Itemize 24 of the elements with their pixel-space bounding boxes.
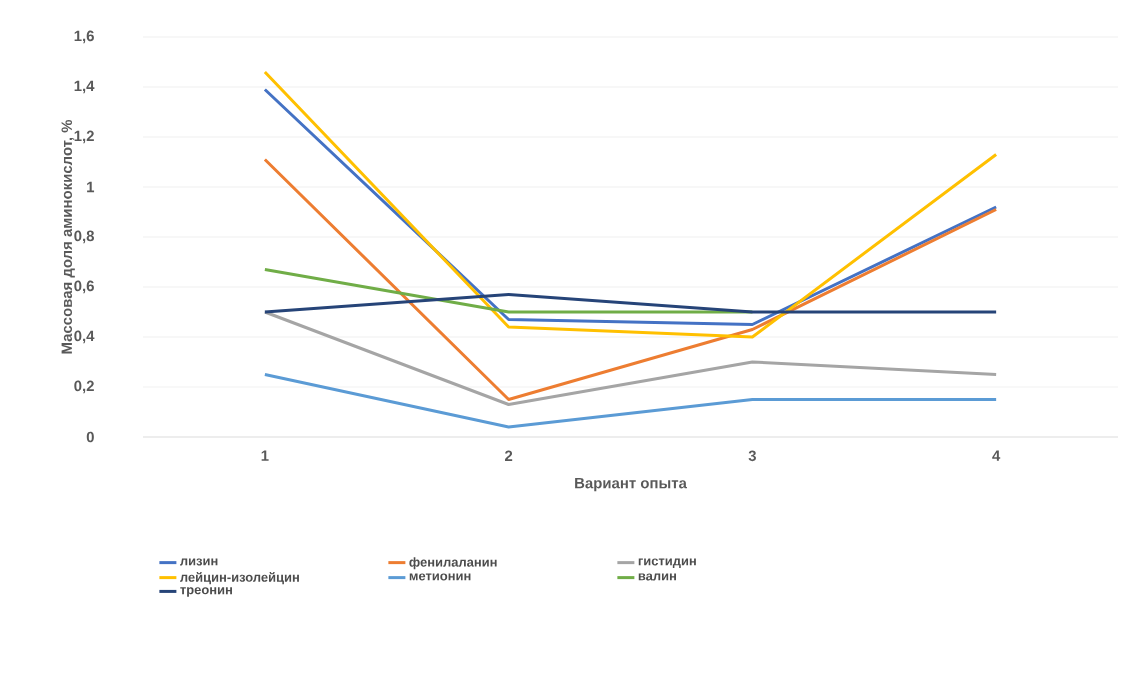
legend-label: лизин [180,558,218,566]
y-tick-label: 0,8 [74,230,95,244]
y-tick-label: 1 [87,181,95,193]
y-tick-label: 0,6 [74,280,94,294]
y-tick-label: 1,2 [74,130,94,144]
y-axis-title: Массовая доля аминокислот, % [61,119,75,354]
line-series [263,310,998,406]
legend-label: фенилаланин [409,557,497,570]
y-tick-label: 1,6 [74,30,94,44]
legend-label: треонин [180,587,232,597]
legend-label: гистидин [638,558,696,568]
y-tick-label: 0,4 [74,330,95,344]
line-series [263,158,998,401]
x-tick-label: 3 [748,450,756,462]
legend-label: лейцин-изолейцин [180,572,299,585]
x-tick-label: 1 [261,450,269,461]
x-axis-title: Вариант опыта [575,477,687,492]
y-tick-label: 0,2 [74,380,94,394]
x-tick-label: 4 [992,450,1001,461]
x-tick-label: 2 [504,450,513,461]
y-tick-label: 1,4 [74,80,95,94]
legend-label: метионин [409,573,471,581]
y-tick-label: 0 [86,431,94,443]
legend-label: валин [638,573,676,581]
